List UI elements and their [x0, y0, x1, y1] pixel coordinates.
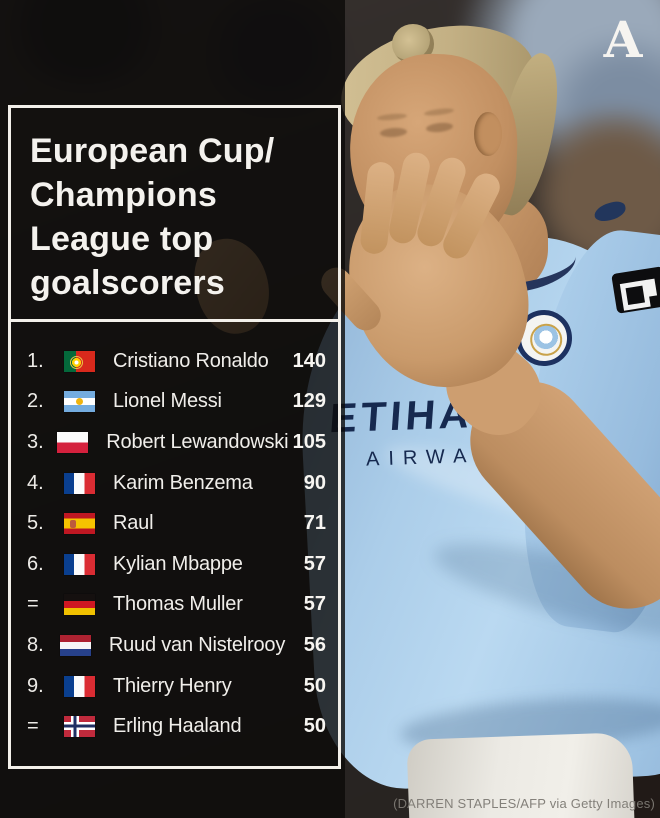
scorer-row: 5. Raul 71: [27, 503, 326, 544]
athletic-logo: A: [598, 12, 648, 70]
player-name: Cristiano Ronaldo: [113, 349, 269, 372]
goals-count: 50: [303, 715, 326, 738]
stats-panel: European Cup/ Champions League top goals…: [8, 105, 341, 769]
scorer-row: 2. Lionel Messi 129: [27, 382, 326, 423]
spain-flag-icon: [64, 513, 95, 535]
dark-overlay: [0, 0, 345, 818]
rank-label: 8.: [27, 633, 44, 656]
norway-flag-icon: [64, 716, 95, 738]
player-name: Ruud van Nistelrooy: [108, 633, 286, 656]
goals-count: 56: [303, 633, 326, 656]
goals-count: 71: [303, 512, 326, 535]
scorer-row: 9. Thierry Henry 50: [27, 666, 326, 707]
player-name: Raul: [113, 512, 154, 535]
goals-count: 57: [303, 552, 326, 575]
france-flag-icon: [64, 472, 95, 494]
germany-flag-icon: [64, 594, 95, 616]
france-flag-icon: [64, 553, 95, 575]
sleeve-sponsor-patch: [611, 266, 660, 314]
rank-label: 3.: [27, 430, 44, 453]
player-name: Kylian Mbappe: [113, 552, 243, 575]
rank-label: 9.: [27, 674, 44, 697]
goals-count: 90: [303, 471, 326, 494]
player-name: Karim Benzema: [113, 471, 253, 494]
portugal-flag-icon: [64, 350, 95, 372]
rank-label: 2.: [27, 390, 44, 413]
poland-flag-icon: [57, 431, 89, 453]
netherlands-flag-icon: [59, 634, 91, 656]
rank-label: =: [27, 715, 39, 738]
rank-label: 4.: [27, 471, 44, 494]
scorer-row: = Thomas Muller 57: [27, 585, 326, 626]
scorer-row: 1. Cristiano Ronaldo 140: [27, 341, 326, 382]
goals-count: 140: [292, 349, 326, 372]
panel-title: European Cup/ Champions League top goals…: [11, 108, 338, 322]
rank-label: 6.: [27, 552, 44, 575]
goals-count: 105: [292, 430, 326, 453]
scorer-row: 4. Karim Benzema 90: [27, 463, 326, 504]
goals-count: 50: [303, 674, 326, 697]
player-ear: [474, 112, 502, 156]
goals-count: 129: [292, 390, 326, 413]
scorer-row: 6. Kylian Mbappe 57: [27, 544, 326, 585]
player-name: Thomas Muller: [113, 593, 243, 616]
rank-label: 1.: [27, 349, 44, 372]
rank-label: 5.: [27, 512, 44, 535]
title-line: Champions: [30, 176, 217, 214]
rank-label: =: [27, 593, 39, 616]
player-name: Robert Lewandowski: [106, 430, 289, 453]
scorer-row: = Erling Haaland 50: [27, 706, 326, 747]
title-line: European Cup/: [30, 132, 275, 170]
france-flag-icon: [64, 675, 95, 697]
player-name: Thierry Henry: [113, 674, 232, 697]
scorer-row: 3. Robert Lewandowski 105: [27, 422, 326, 463]
player-name: Lionel Messi: [113, 390, 222, 413]
scorer-row: 8. Ruud van Nistelrooy 56: [27, 625, 326, 666]
player-name: Erling Haaland: [113, 715, 242, 738]
photo-credit: (DARREN STAPLES/AFP via Getty Images): [393, 796, 655, 811]
title-line: League top: [30, 220, 214, 258]
goals-count: 57: [303, 593, 326, 616]
argentina-flag-icon: [64, 391, 95, 413]
athletic-logo-letter: A: [603, 10, 643, 69]
scorers-list: 1. Cristiano Ronaldo 140 2. Lionel Messi…: [11, 322, 338, 766]
title-line: goalscorers: [30, 264, 225, 302]
